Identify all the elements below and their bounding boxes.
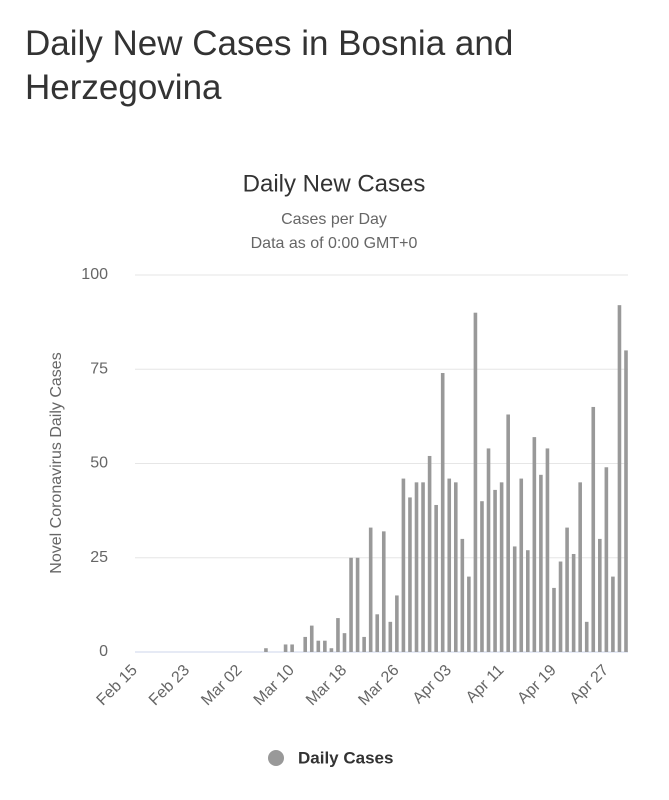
bar (362, 636, 366, 652)
bar (526, 550, 530, 652)
chart-subtitle: Data as of 0:00 GMT+0 (251, 235, 418, 252)
bar (473, 312, 478, 652)
bar (460, 538, 465, 652)
bar (480, 501, 484, 652)
chart-title: Daily New Cases (243, 170, 426, 197)
bar (323, 640, 327, 652)
x-tick-label: Mar 02 (198, 662, 245, 709)
bar (336, 618, 340, 652)
y-axis-label: Novel Coronavirus Daily Cases (48, 352, 65, 573)
bar (604, 467, 609, 652)
bar (591, 406, 596, 652)
bar (264, 648, 268, 652)
bar (512, 546, 517, 652)
bar (395, 595, 399, 652)
bar (519, 478, 524, 652)
bar (329, 648, 334, 652)
bar (421, 482, 425, 652)
bar (499, 482, 504, 652)
x-tick-label: Apr 11 (463, 662, 508, 707)
bar (617, 305, 622, 652)
y-tick-label: 75 (90, 360, 108, 377)
y-tick-label: 50 (90, 455, 108, 472)
bar (434, 504, 438, 652)
bar (316, 640, 321, 652)
y-tick-label: 100 (81, 266, 108, 283)
bar (571, 553, 576, 652)
x-tick-label: Mar 10 (251, 662, 298, 709)
bar (552, 587, 556, 652)
bar (565, 527, 569, 652)
bar (381, 531, 386, 652)
bar (467, 576, 471, 652)
bar (584, 621, 589, 652)
bar (375, 614, 380, 652)
bar (447, 478, 452, 652)
bar (545, 448, 550, 652)
y-tick-label: 0 (99, 643, 108, 660)
x-tick-label: Feb 23 (146, 662, 193, 709)
bar (440, 373, 445, 652)
bar (539, 474, 543, 652)
bar (486, 448, 491, 652)
bar (558, 561, 563, 652)
x-tick-label: Apr 03 (410, 662, 455, 707)
bar (427, 455, 432, 652)
bar (493, 489, 497, 652)
bar (532, 437, 537, 652)
legend-label: Daily Cases (298, 748, 393, 767)
bar (303, 636, 308, 652)
bar (290, 644, 294, 652)
bar (611, 576, 615, 652)
chart-subtitle: Cases per Day (281, 211, 387, 228)
page-title: Daily New Cases in Bosnia and Herzegovin… (25, 24, 514, 107)
y-tick-label: 25 (90, 549, 108, 566)
bar (388, 621, 393, 652)
bar (349, 557, 353, 652)
bar (624, 350, 628, 652)
x-tick-label: Mar 26 (355, 662, 402, 709)
x-tick-label: Apr 19 (514, 662, 559, 707)
bar (342, 633, 347, 652)
x-tick-label: Feb 15 (94, 662, 141, 709)
legend-marker (268, 750, 284, 766)
bar (506, 414, 510, 652)
bar (355, 557, 360, 652)
bar (309, 625, 314, 652)
bar (453, 482, 458, 652)
bar (368, 527, 373, 652)
bar (414, 482, 419, 652)
x-tick-label: Apr 27 (567, 662, 612, 707)
x-tick-label: Mar 18 (303, 662, 350, 709)
bar (401, 478, 406, 652)
bar (578, 482, 582, 652)
bar (283, 644, 288, 652)
bar (408, 497, 412, 652)
bar (598, 538, 602, 652)
